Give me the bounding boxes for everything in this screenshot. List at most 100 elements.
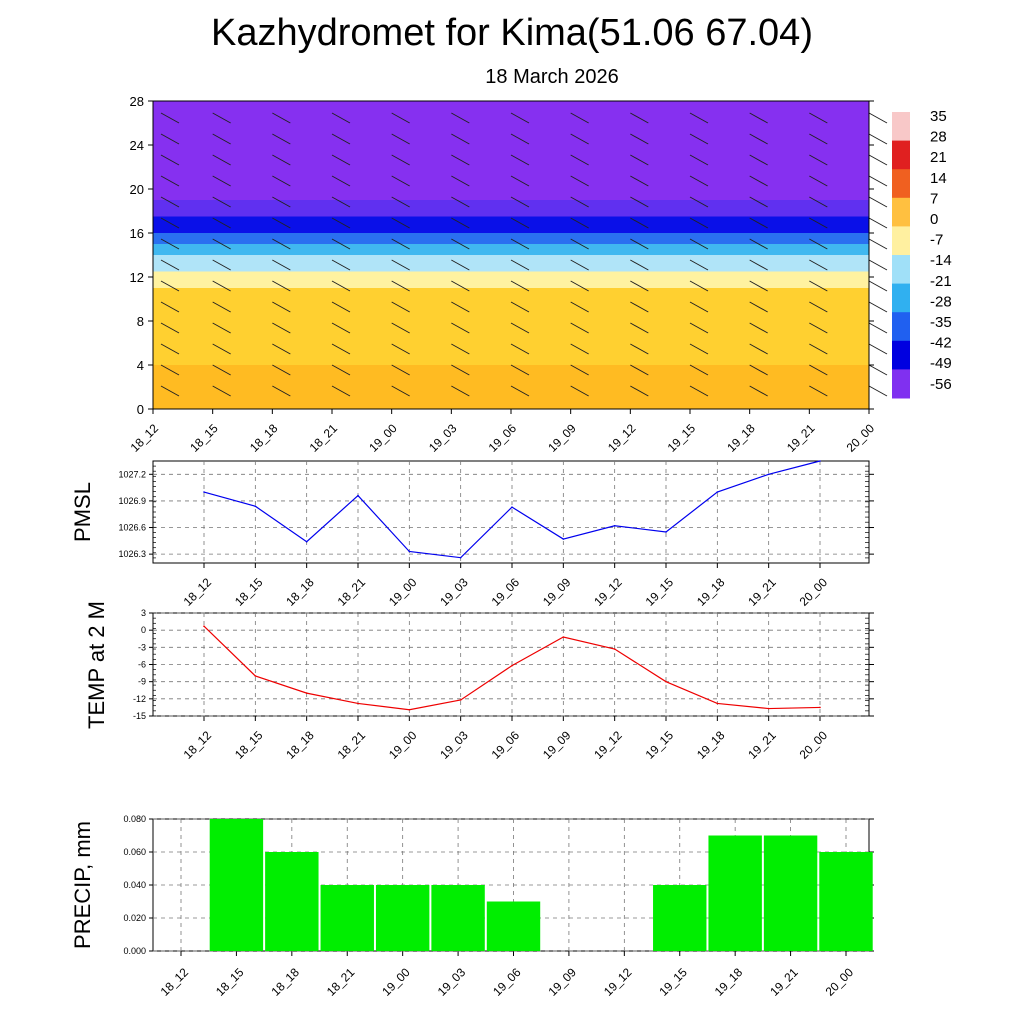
wind-barb	[451, 154, 470, 166]
colorbar-label: -35	[930, 314, 952, 331]
wind-barb	[391, 154, 410, 166]
wind-barb	[331, 196, 351, 208]
wind-barb	[868, 322, 888, 334]
wind-barb	[331, 175, 351, 187]
wind-barb	[391, 175, 410, 187]
wind-barb	[212, 238, 231, 250]
wind-barb	[570, 238, 589, 250]
pmsl-point	[511, 506, 513, 508]
wind-barb	[510, 196, 530, 208]
wind-barb	[510, 364, 530, 376]
y-tick-label: -6	[138, 660, 146, 670]
wind-barb	[809, 343, 828, 355]
pmsl-point	[459, 556, 462, 559]
colorbar-label: -42	[930, 335, 952, 352]
y-tick-label: 3	[141, 608, 146, 618]
wind-barb	[212, 301, 231, 313]
wind-barb	[391, 322, 410, 334]
wind-barb	[809, 154, 828, 166]
x-tick-label: 18_15	[232, 728, 266, 762]
wind-barb	[212, 154, 231, 166]
wind-barb	[451, 217, 470, 229]
wind-barb	[809, 301, 828, 313]
y-tick-label: 1026.9	[118, 496, 146, 506]
temp-point	[511, 664, 513, 667]
colorbar-segment	[892, 169, 910, 199]
temp-point	[254, 675, 257, 677]
wind-barb	[868, 385, 888, 397]
wind-barb	[272, 343, 291, 355]
y-tick-label: -9	[138, 677, 146, 687]
wind-barb	[212, 322, 231, 334]
colorbar-label: 35	[930, 108, 947, 125]
wind-barb	[510, 322, 530, 334]
wind-barb	[809, 217, 828, 229]
precip-bar	[653, 885, 707, 951]
wind-barb	[272, 175, 291, 187]
wind-barb	[272, 322, 291, 334]
heatmap-band	[153, 233, 869, 244]
wind-barb	[570, 322, 589, 334]
y-tick-label: 0.040	[123, 880, 146, 890]
wind-barb	[689, 238, 709, 250]
wind-barb	[160, 343, 180, 355]
wind-barb	[510, 385, 530, 397]
y-tick-label: 0	[137, 402, 144, 417]
x-tick-label: 19_06	[486, 421, 520, 455]
y-tick-label: 4	[137, 358, 144, 373]
wind-barb	[212, 133, 231, 145]
wind-barb	[212, 343, 231, 355]
wind-barb	[689, 364, 709, 376]
wind-barb	[391, 385, 410, 397]
wind-barb	[570, 364, 589, 376]
wind-barb	[510, 301, 530, 313]
temp-point	[716, 702, 719, 705]
wind-barb	[749, 343, 768, 355]
wind-barb	[331, 301, 351, 313]
x-tick-label: 19_00	[379, 965, 413, 999]
wind-barb	[272, 385, 291, 397]
wind-barb	[212, 112, 231, 124]
x-tick-label: 19_21	[745, 575, 779, 609]
x-tick-label: 19_18	[724, 421, 758, 455]
x-tick-label: 18_21	[307, 421, 341, 455]
x-tick-label: 20_00	[844, 421, 878, 455]
wind-barb	[212, 280, 231, 292]
colorbar-label: -7	[930, 232, 943, 249]
wind-barb	[331, 343, 351, 355]
heatmap-band	[153, 271, 869, 288]
wind-barb	[331, 385, 351, 397]
colorbar-segment	[892, 112, 910, 142]
wind-barb	[689, 385, 709, 397]
pmsl-point	[305, 540, 308, 543]
y-tick-label: 0.020	[123, 913, 146, 923]
wind-barb	[630, 217, 649, 229]
y-tick-label: 20	[130, 182, 144, 197]
wind-barb	[212, 196, 231, 208]
wind-barb	[570, 175, 589, 187]
x-tick-label: 19_12	[605, 421, 639, 455]
wind-barb	[689, 133, 709, 145]
wind-barb	[749, 112, 768, 124]
wind-barb	[160, 385, 180, 397]
temp-point	[203, 625, 205, 627]
x-tick-label: 19_03	[437, 575, 471, 609]
x-tick-label: 19_12	[591, 728, 625, 762]
temp-point	[459, 699, 462, 701]
wind-barb	[272, 301, 291, 313]
wind-barb	[809, 133, 828, 145]
wind-barb	[749, 385, 768, 397]
x-tick-label: 18_12	[181, 575, 215, 609]
wind-barb	[272, 280, 291, 292]
wind-barb	[391, 112, 410, 124]
x-tick-label: 19_21	[745, 728, 779, 762]
wind-barb	[809, 259, 828, 271]
x-tick-label: 20_00	[823, 965, 857, 999]
heatmap-band	[153, 244, 869, 255]
wind-barb	[689, 301, 709, 313]
wind-barb	[689, 322, 709, 334]
precip-bar	[265, 852, 319, 951]
pmsl-point	[613, 524, 616, 527]
wind-barb	[570, 259, 589, 271]
x-tick-label: 19_18	[694, 728, 728, 762]
